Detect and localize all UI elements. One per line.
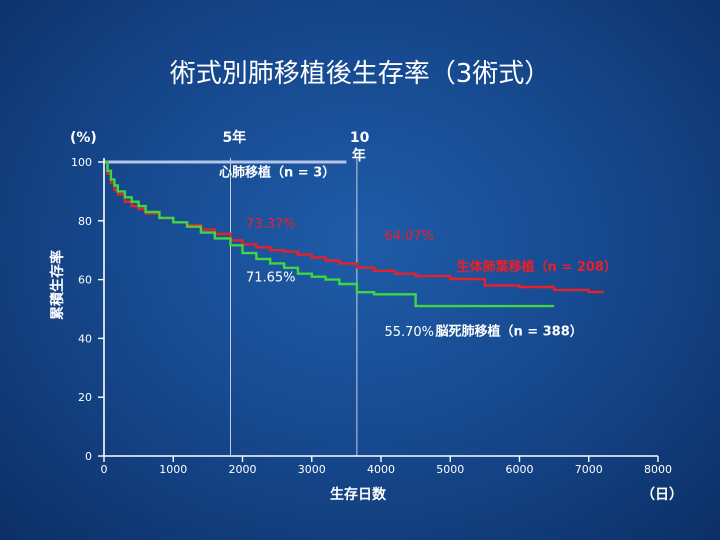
y-axis-label: 累積生存率 — [49, 250, 66, 320]
marker-label-1: 5年 — [222, 129, 246, 146]
series-2-line — [104, 160, 604, 294]
axes — [98, 158, 659, 462]
marker-lines — [230, 158, 358, 456]
survival-curves — [104, 160, 604, 308]
y-unit-label: (%) — [70, 130, 97, 146]
legend-entry-1: 心肺移植（n = 3） — [219, 165, 335, 181]
y-tick-label: 60 — [78, 274, 92, 287]
x-unit-label: （日） — [641, 487, 683, 503]
x-tick-label: 8000 — [644, 463, 672, 476]
marker-label-2: 10 年 — [350, 130, 370, 164]
x-tick-label: 7000 — [575, 463, 603, 476]
annotation-1: 73.37% — [246, 217, 296, 232]
x-axis-label: 生存日数 — [330, 486, 387, 503]
annotation-2: 71.65% — [246, 271, 296, 286]
y-tick-label: 100 — [71, 156, 92, 169]
y-tick-label: 0 — [85, 450, 92, 463]
series-3-line — [104, 160, 555, 308]
x-tick-label: 5000 — [436, 463, 464, 476]
x-tick-label: 6000 — [506, 463, 534, 476]
y-tick-label: 20 — [78, 391, 92, 404]
annotation-4: 55.70% — [384, 325, 434, 340]
annotation-3: 64.07% — [384, 229, 434, 244]
x-tick-label: 0 — [101, 463, 108, 476]
x-tick-label: 4000 — [367, 463, 395, 476]
legend-entry-3: 脳死肺移植（n = 388） — [435, 323, 582, 339]
y-tick-label: 80 — [78, 215, 92, 228]
legend-entry-2: 生体肺葉移植（n = 208） — [457, 259, 617, 275]
x-tick-label: 2000 — [229, 463, 257, 476]
x-tick-label: 3000 — [298, 463, 326, 476]
chart-title: 術式別肺移植後生存率（3術式） — [170, 59, 551, 89]
x-tick-label: 1000 — [159, 463, 187, 476]
y-tick-label: 40 — [78, 332, 92, 345]
